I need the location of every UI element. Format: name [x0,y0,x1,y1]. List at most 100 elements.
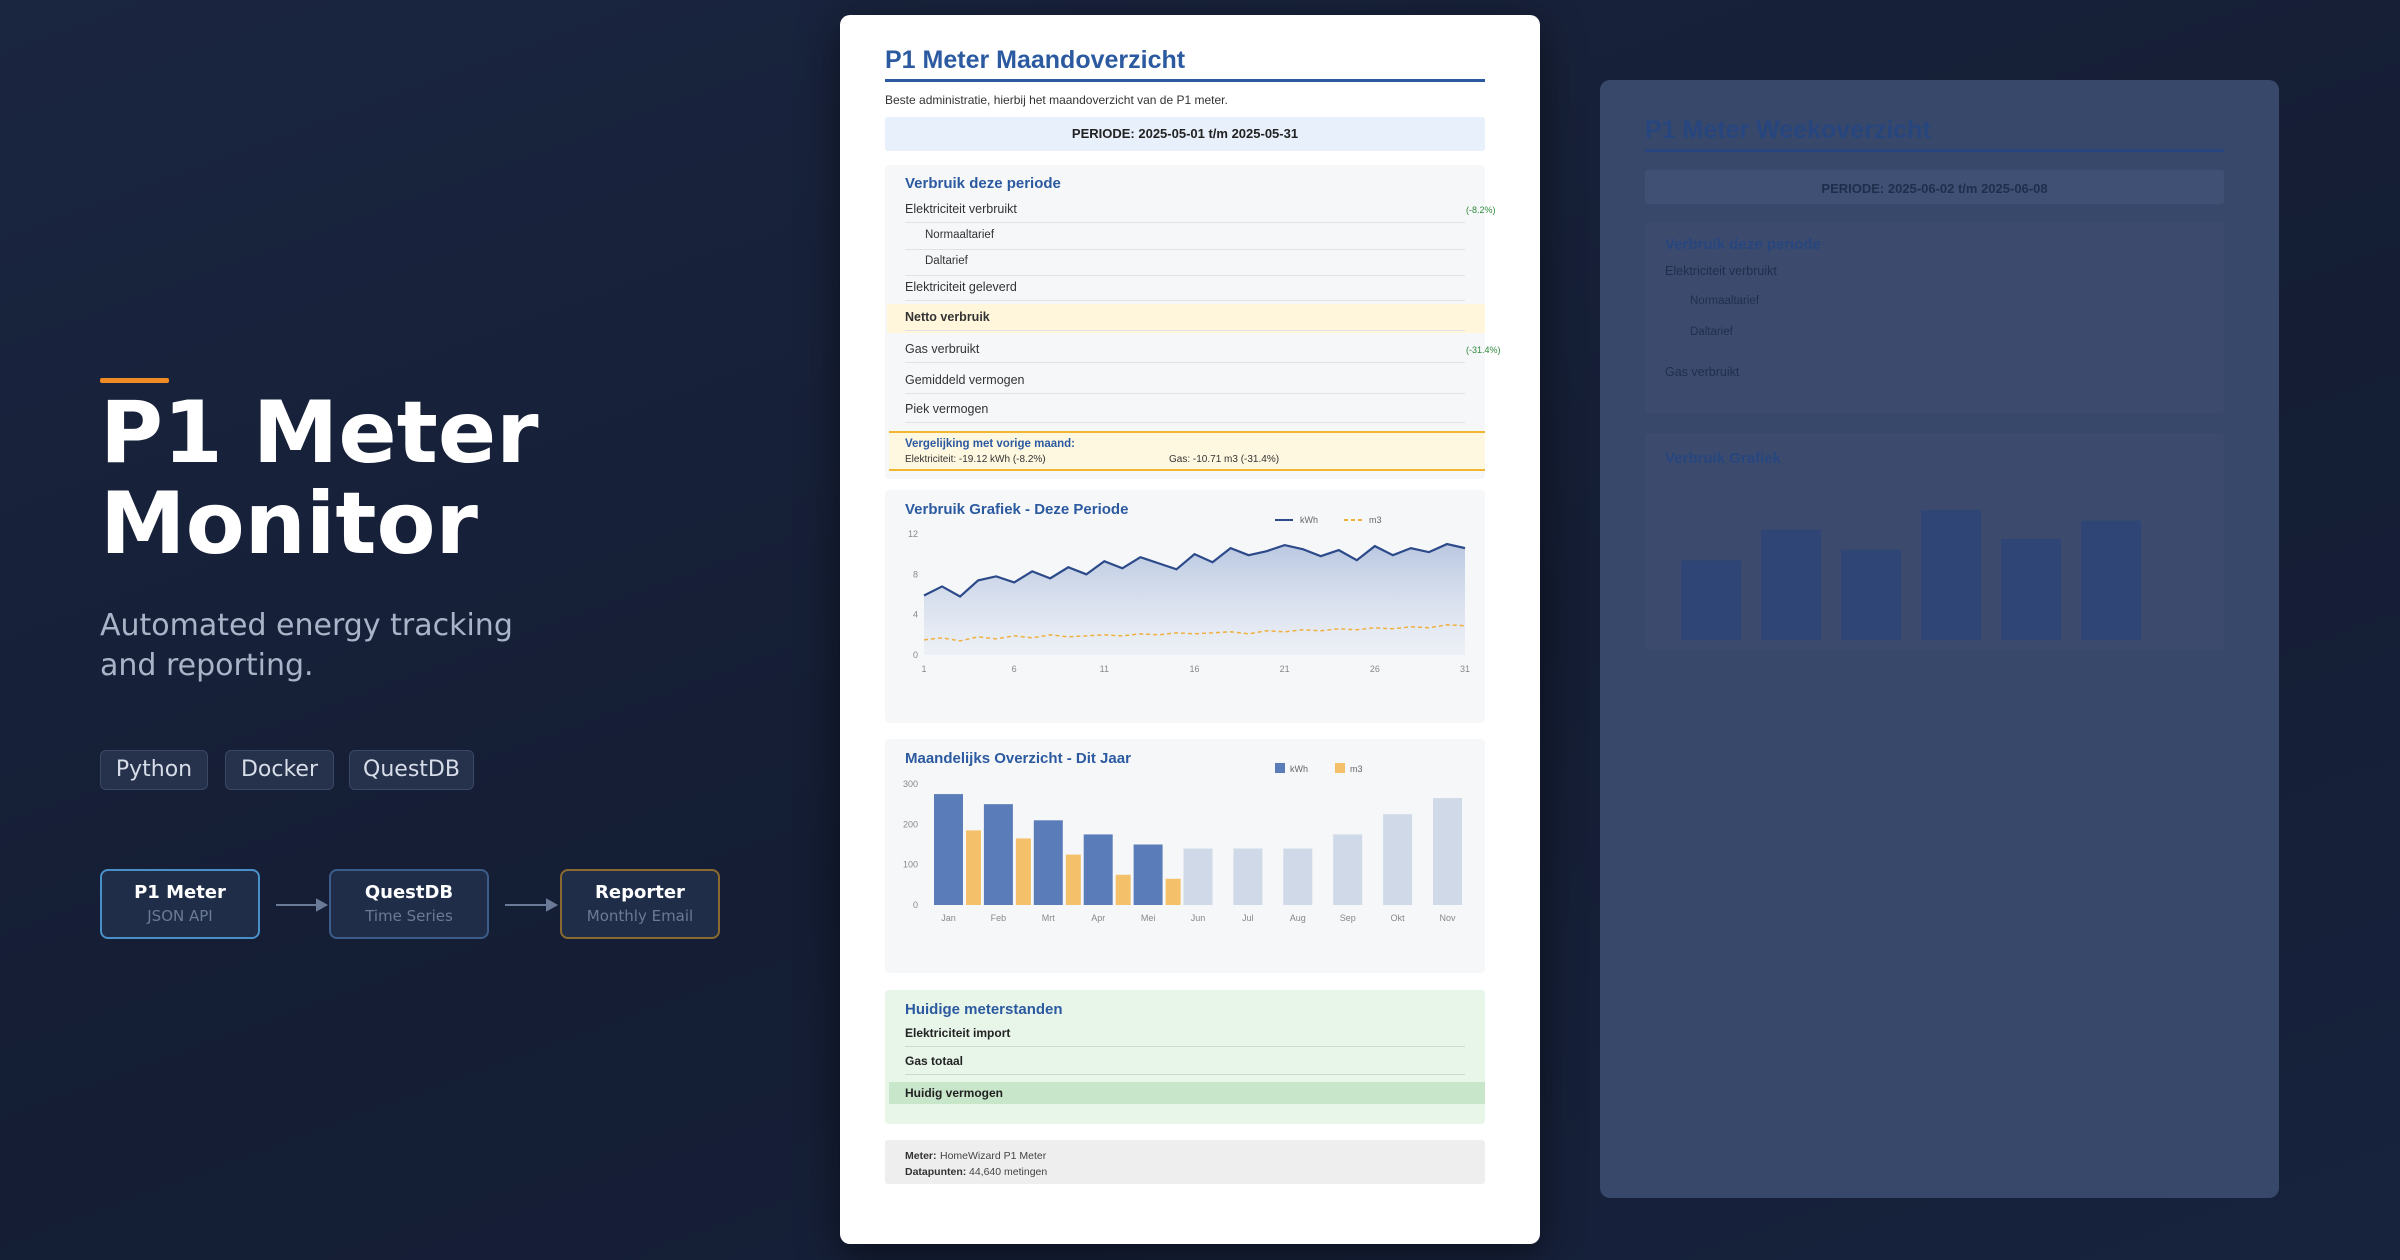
legend-swatch [1275,763,1285,773]
x-tick-label: 1 [921,664,926,674]
row-label: Elektriciteit verbruikt [1665,264,1777,278]
bar [934,794,963,905]
pipeline-box [560,869,720,939]
period: PERIODE: 2025-06-02 t/m 2025-06-08 [1821,181,2048,196]
pipeline-title: P1 Meter [134,882,226,903]
pipeline-arrow [505,898,559,912]
x-tick-label: 16 [1189,664,1199,674]
x-tick-label: 21 [1280,664,1290,674]
area [924,544,1465,655]
pipeline-sub: Time Series [365,907,453,925]
footer-label: Datapunten: [905,1166,967,1178]
period: PERIODE: 2025-05-01 t/m 2025-05-31 [1071,126,1299,141]
x-tick-label: Apr [1091,913,1105,923]
section-heading: Verbruik deze periode [905,175,1061,192]
pipeline-sub: JSON API [147,907,213,925]
footer-value: 44,640 metingen [969,1166,1048,1178]
row-divider [905,249,1465,250]
row-change: (-8.2%) [1466,205,1496,215]
legend-label: kWh [1290,764,1308,774]
x-tick-label: Aug [1290,913,1306,923]
report-title: P1 Meter Maandoverzicht [885,46,1186,74]
bar [1841,549,1901,640]
row-divider [905,275,1465,276]
section-heading: Verbruik deze periode [1665,236,1821,253]
row-label: Elektriciteit verbruikt [905,202,1017,216]
comparison-text: Elektriciteit: -19.12 kWh (-8.2%) [905,454,1046,465]
bar [1183,848,1213,905]
title-rule [1645,149,2224,152]
x-tick-label: 11 [1100,664,1109,674]
pipeline-box [100,869,260,939]
tag: Docker [225,750,334,790]
x-tick-label: Sep [1340,913,1356,923]
x-tick-label: 6 [1012,664,1017,674]
section-heading: Huidige meterstanden [905,1001,1063,1018]
chart-title: Verbruik Grafiek - Deze Periode [905,501,1129,518]
bar [1761,529,1821,640]
chart-title: Maandelijks Overzicht - Dit Jaar [905,750,1131,767]
x-tick-label: Mrt [1042,913,1055,923]
greeting: Beste administratie, hierbij het maandov… [885,93,1228,107]
chart-title: Verbruik Grafiek [1665,450,1781,467]
row-divider [905,422,1465,423]
comparison-box [889,431,1485,471]
x-tick-label: Jul [1242,913,1254,923]
row-divider [905,1074,1465,1075]
row-divider [905,330,1465,331]
row-label: Elektriciteit geleverd [905,280,1017,294]
x-tick-label: Okt [1391,913,1406,923]
x-tick-label: Mei [1141,913,1156,923]
footer-label: Meter: [905,1150,937,1162]
bar [2081,520,2141,640]
pipeline-box [329,869,489,939]
row-label: Piek vermogen [905,402,989,416]
usage-section [1645,222,2224,413]
row-divider [905,222,1465,223]
y-tick-label: 12 [908,529,918,539]
row-highlight [889,1082,1485,1104]
line [923,542,1466,598]
y-tick-label: 200 [903,819,918,829]
accent-bar [100,378,169,383]
row-divider [905,393,1465,394]
bar [1083,834,1113,905]
y-tick-label: 300 [903,779,918,789]
meter-label: Huidig vermogen [905,1086,1004,1100]
pipeline-arrow [276,898,329,912]
tag: Python [100,750,208,790]
legend-swatch [1335,763,1345,773]
tag: QuestDB [349,750,474,790]
row-label: Gas verbruikt [905,342,980,356]
y-tick-label: 8 [913,569,918,579]
bar [1921,509,1981,640]
bar [1065,854,1081,905]
row-label: Netto verbruik [905,310,990,324]
x-tick-label: 26 [1370,664,1380,674]
meter-label: Gas totaal [905,1054,964,1068]
row-label: Normaaltarief [1690,295,1760,307]
bar [983,804,1013,905]
row-highlight [887,304,1485,333]
meter-label: Elektriciteit import [905,1026,1011,1040]
row-change: (-31.4%) [1466,345,1501,355]
y-tick-label: 0 [913,900,918,910]
pipeline-sub: Monthly Email [586,907,694,925]
bar [966,830,981,905]
footer-value: HomeWizard P1 Meter [940,1150,1047,1162]
bar [1015,838,1031,905]
row-divider [905,300,1465,301]
row-label: Daltarief [925,255,968,267]
bar [1433,798,1462,905]
row-label: Normaaltarief [925,229,995,241]
pipeline-title: QuestDB [364,882,454,903]
row-divider [905,362,1465,363]
row-label: Gas verbruikt [1665,365,1740,379]
line [923,623,1466,642]
x-tick-label: Jun [1191,913,1206,923]
x-tick-label: Nov [1439,913,1456,923]
x-tick-label: 31 [1460,664,1470,674]
bar [1133,844,1163,905]
bar [1165,878,1181,905]
pipeline-title: Reporter [595,882,685,903]
